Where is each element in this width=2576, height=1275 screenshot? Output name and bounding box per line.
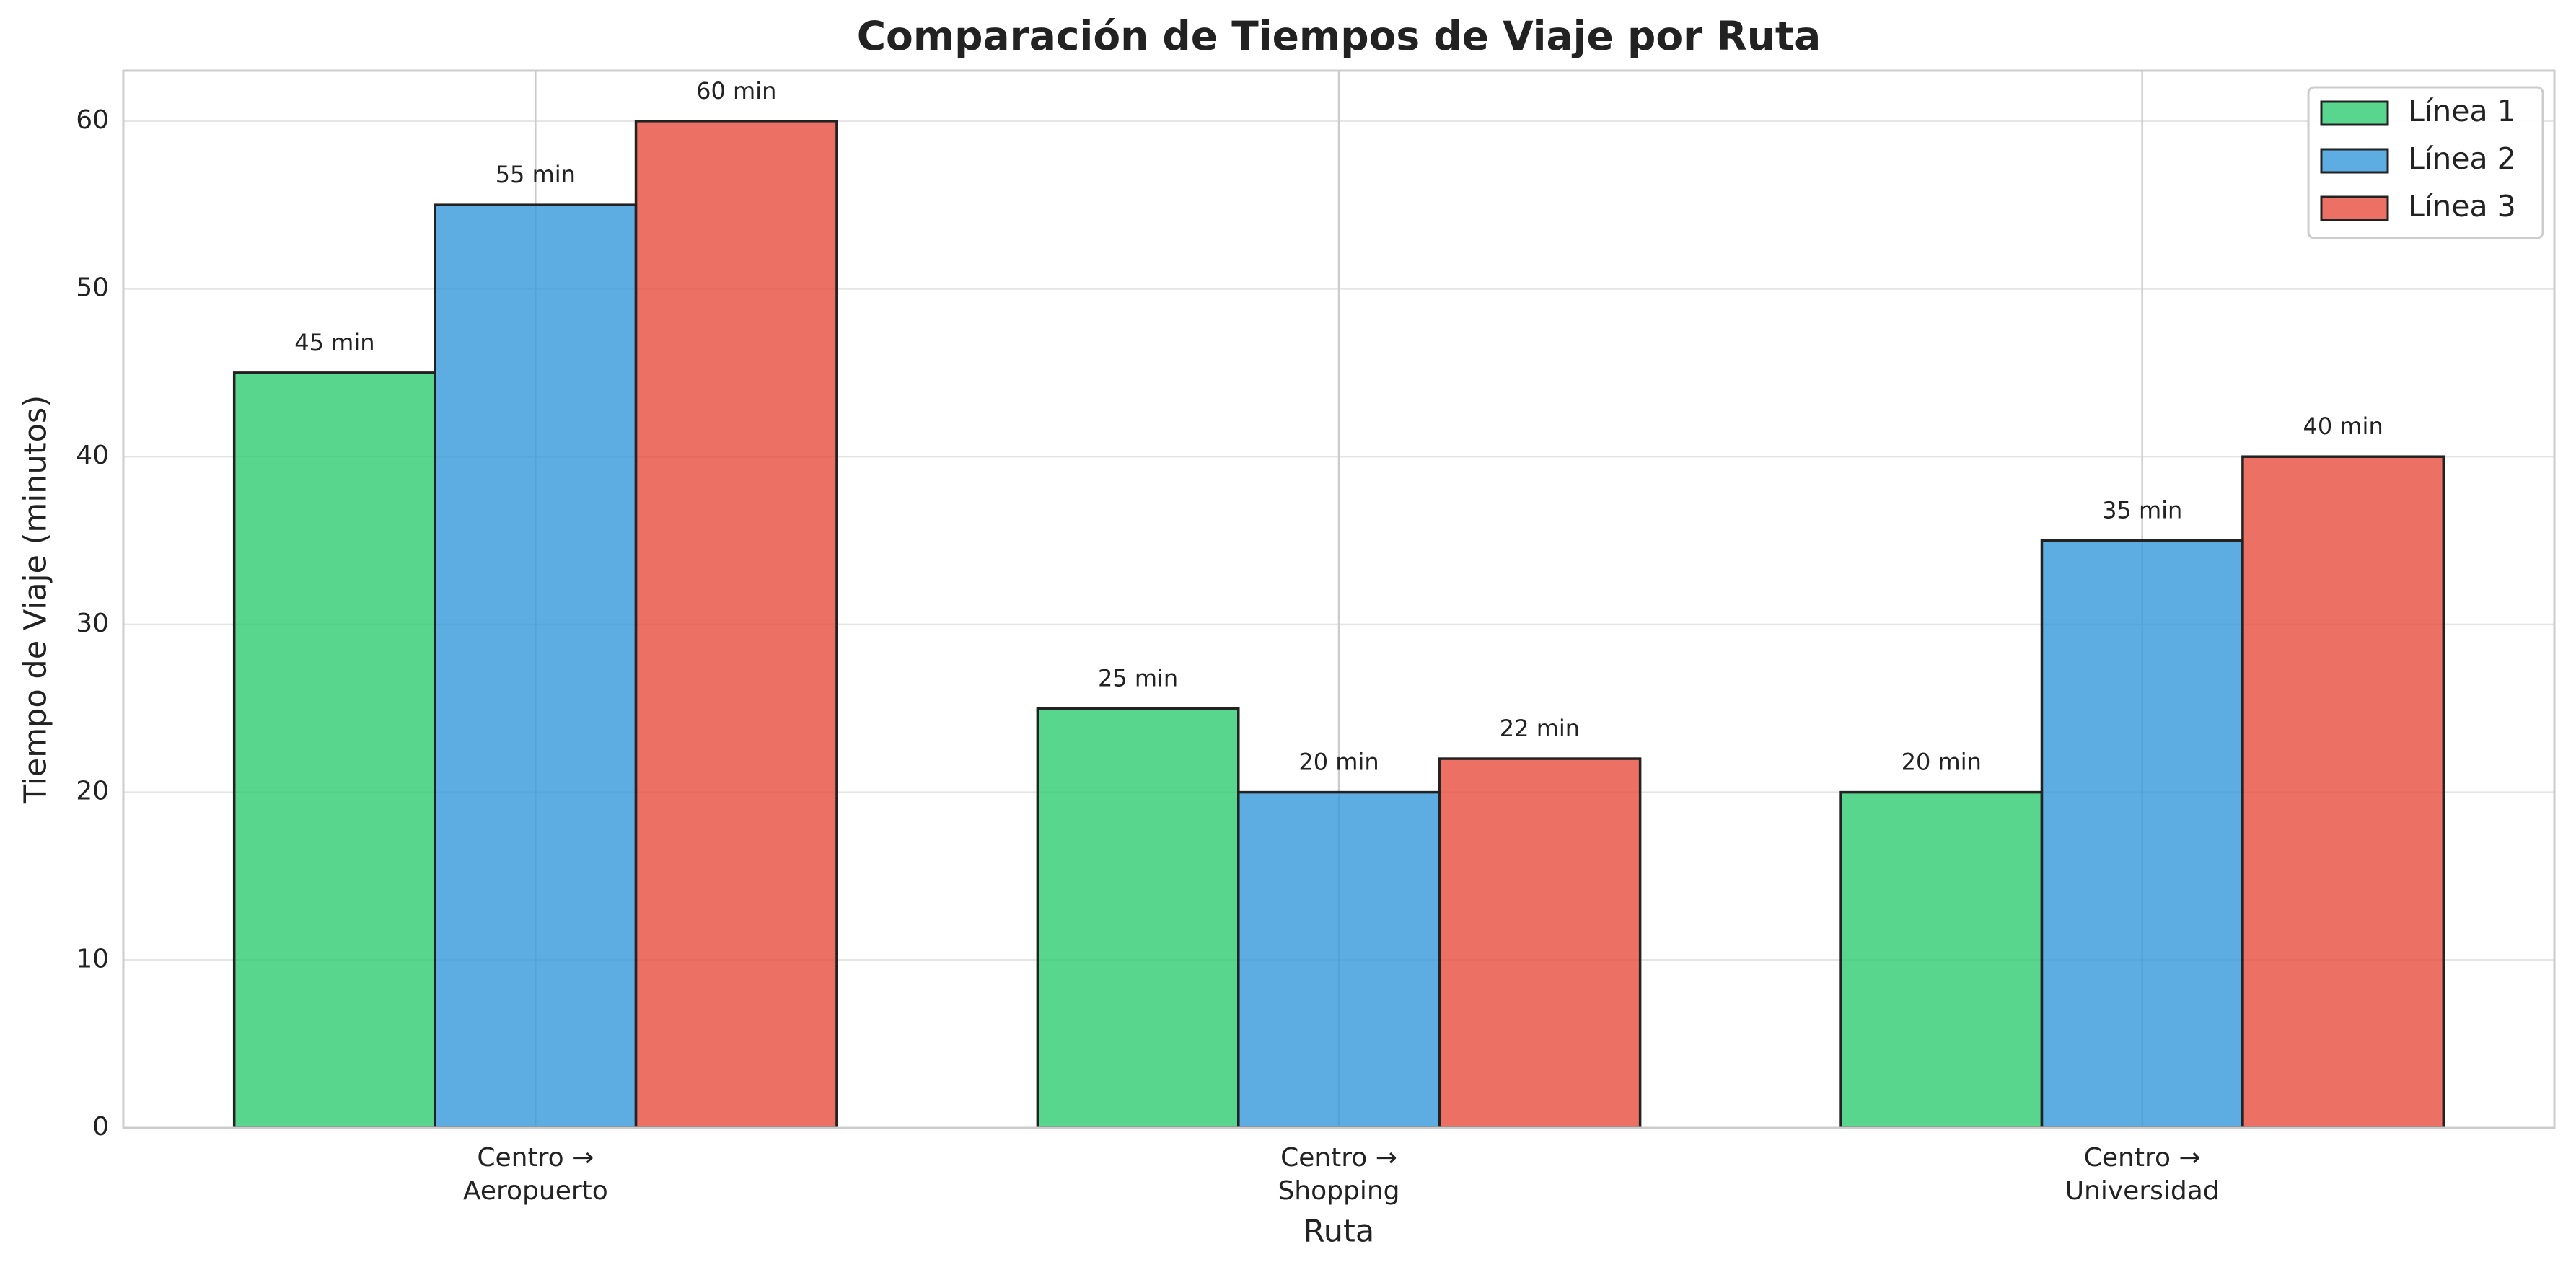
value-label: 40 min — [2303, 412, 2383, 440]
bar — [232, 371, 436, 1129]
plot-frame — [122, 69, 2556, 1129]
bar — [2040, 539, 2244, 1129]
bar — [1839, 790, 2044, 1129]
value-label: 45 min — [294, 329, 374, 356]
x-tick-label: Centro → Aeropuerto — [463, 1143, 608, 1206]
y-tick-label: 10 — [76, 944, 109, 974]
bar — [434, 203, 638, 1129]
legend-swatch — [2320, 148, 2389, 174]
x-axis-label: Ruta — [1304, 1214, 1374, 1250]
y-tick-label: 20 — [76, 777, 109, 806]
legend-swatch — [2320, 195, 2389, 221]
value-label: 25 min — [1098, 664, 1178, 692]
value-label: 20 min — [1902, 749, 1982, 776]
value-label: 60 min — [696, 77, 776, 105]
y-tick-label: 60 — [76, 105, 109, 135]
value-label: 55 min — [496, 161, 576, 188]
chart-title: Comparación de Tiempos de Viaje por Ruta — [857, 13, 1821, 59]
value-label: 22 min — [1500, 715, 1580, 742]
bar — [1036, 707, 1240, 1129]
bar — [2241, 455, 2445, 1129]
y-axis-label: Tiempo de Viaje (minutos) — [18, 395, 54, 804]
bar — [1438, 757, 1642, 1129]
value-label: 20 min — [1298, 749, 1379, 776]
legend-label: Línea 2 — [2408, 141, 2516, 176]
bar — [634, 120, 838, 1129]
legend-swatch — [2320, 100, 2389, 126]
x-tick-label: Centro → Universidad — [2065, 1143, 2220, 1206]
value-label: 35 min — [2102, 497, 2182, 524]
bar — [1237, 790, 1441, 1129]
y-tick-label: 40 — [76, 441, 109, 470]
y-tick-label: 50 — [76, 273, 109, 303]
legend-label: Línea 3 — [2408, 189, 2516, 224]
legend-label: Línea 1 — [2408, 94, 2516, 128]
y-tick-label: 30 — [76, 609, 109, 638]
x-tick-label: Centro → Shopping — [1278, 1143, 1399, 1206]
y-tick-label: 0 — [92, 1112, 109, 1142]
